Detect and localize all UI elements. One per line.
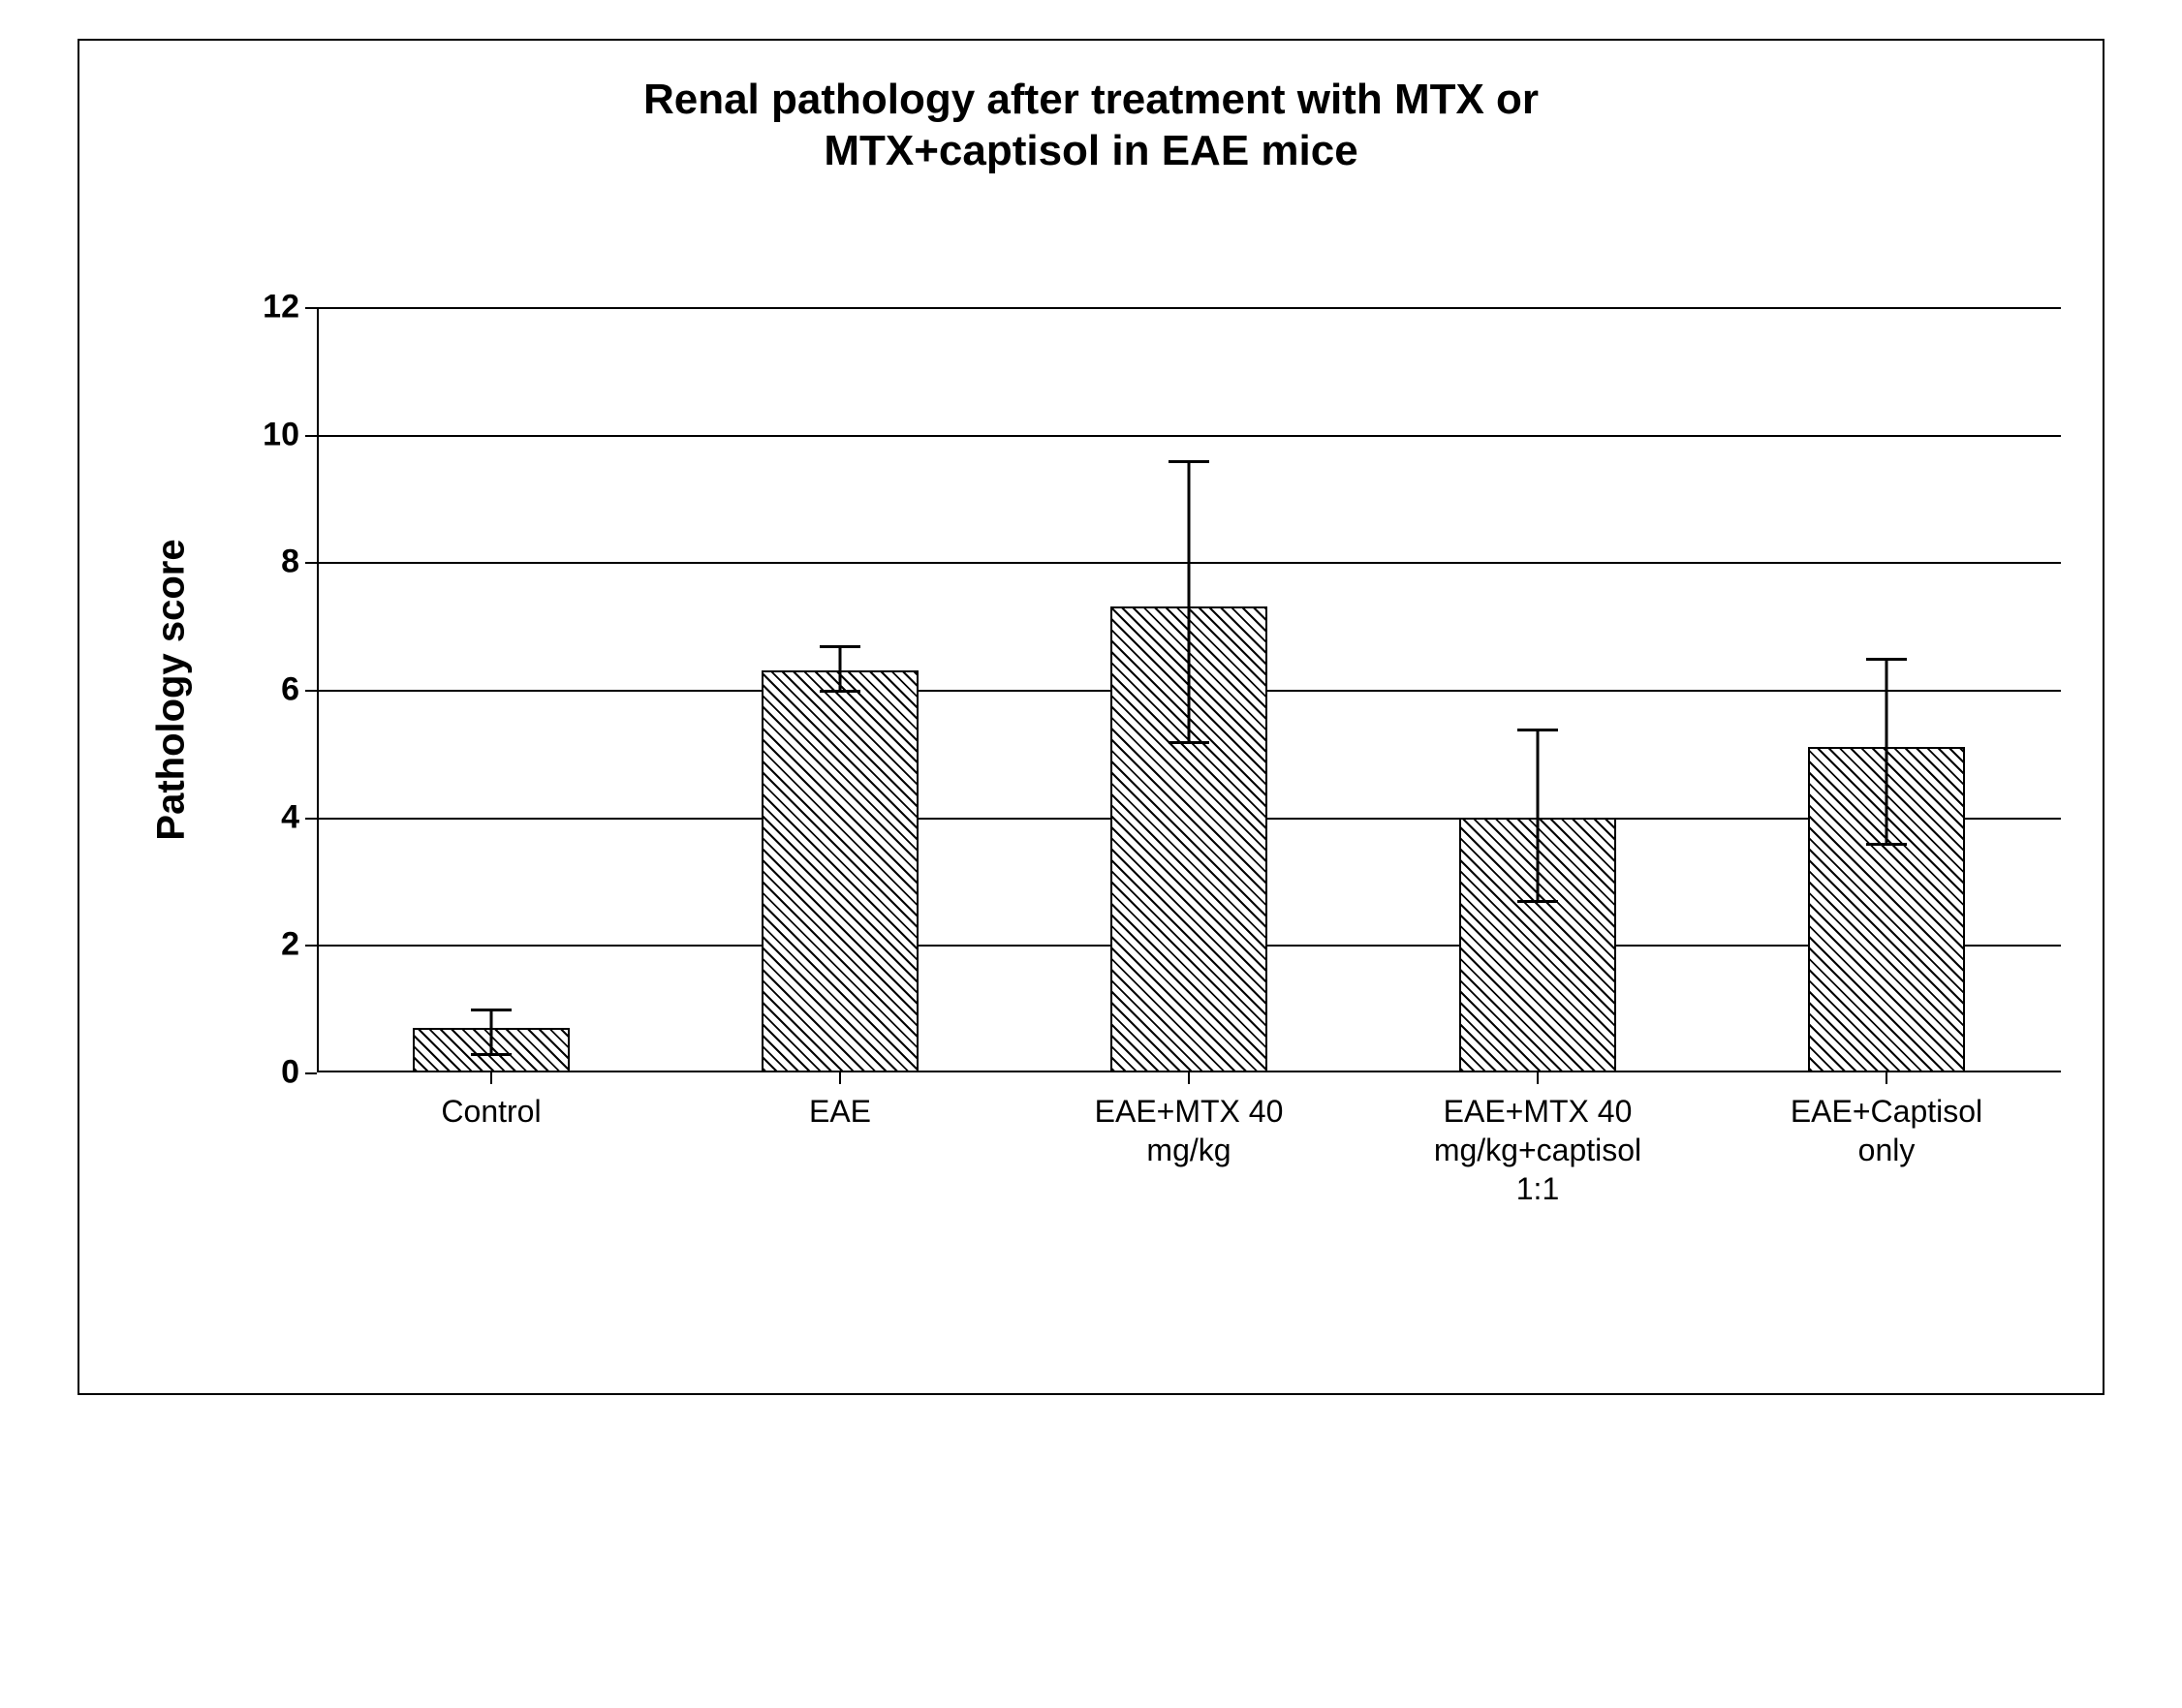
y-tick-label: 0	[281, 1054, 317, 1092]
bar-slot: EAE+MTX 40 mg/kg+captisol 1:1	[1363, 307, 1712, 1072]
error-bar-cap-top	[1517, 729, 1558, 731]
error-bar-cap-top	[820, 645, 860, 648]
x-category-label: EAE	[674, 1072, 1006, 1131]
bar-slot: EAE	[666, 307, 1014, 1072]
error-bar-cap-top	[471, 1009, 512, 1011]
bar-slot: Control	[317, 307, 666, 1072]
error-bar-stem	[1537, 729, 1540, 901]
y-tick-label: 2	[281, 926, 317, 964]
chart-title: Renal pathology after treatment with MTX…	[79, 75, 2103, 177]
y-tick-label: 10	[263, 416, 317, 453]
y-tick-label: 6	[281, 671, 317, 709]
error-bar-cap-top	[1169, 460, 1209, 463]
y-tick-label: 12	[263, 289, 317, 326]
error-bar-cap-top	[1866, 658, 1907, 661]
y-tick-label: 8	[281, 543, 317, 581]
y-tick-label: 4	[281, 798, 317, 836]
error-bar-cap-bottom	[1517, 900, 1558, 903]
bar	[762, 670, 919, 1072]
error-bar-cap-bottom	[471, 1053, 512, 1056]
x-category-label: EAE+MTX 40 mg/kg+captisol 1:1	[1372, 1072, 1703, 1208]
bar-slot: EAE+MTX 40 mg/kg	[1014, 307, 1363, 1072]
error-bar-cap-bottom	[1866, 843, 1907, 846]
error-bar-stem	[1188, 460, 1191, 741]
error-bar-stem	[1886, 658, 1888, 843]
x-category-label: Control	[326, 1072, 657, 1131]
x-category-label: EAE+Captisol only	[1721, 1072, 2052, 1169]
error-bar-stem	[839, 645, 842, 690]
error-bar-stem	[490, 1009, 493, 1053]
x-category-label: EAE+MTX 40 mg/kg	[1023, 1072, 1355, 1169]
page-root: Renal pathology after treatment with MTX…	[0, 0, 2182, 1708]
plot-area: 024681012ControlEAEEAE+MTX 40 mg/kgEAE+M…	[317, 307, 2061, 1072]
chart-frame: Renal pathology after treatment with MTX…	[78, 39, 2104, 1395]
bar-slot: EAE+Captisol only	[1712, 307, 2061, 1072]
error-bar-cap-bottom	[820, 690, 860, 693]
y-axis-title: Pathology score	[150, 539, 194, 840]
error-bar-cap-bottom	[1169, 741, 1209, 744]
